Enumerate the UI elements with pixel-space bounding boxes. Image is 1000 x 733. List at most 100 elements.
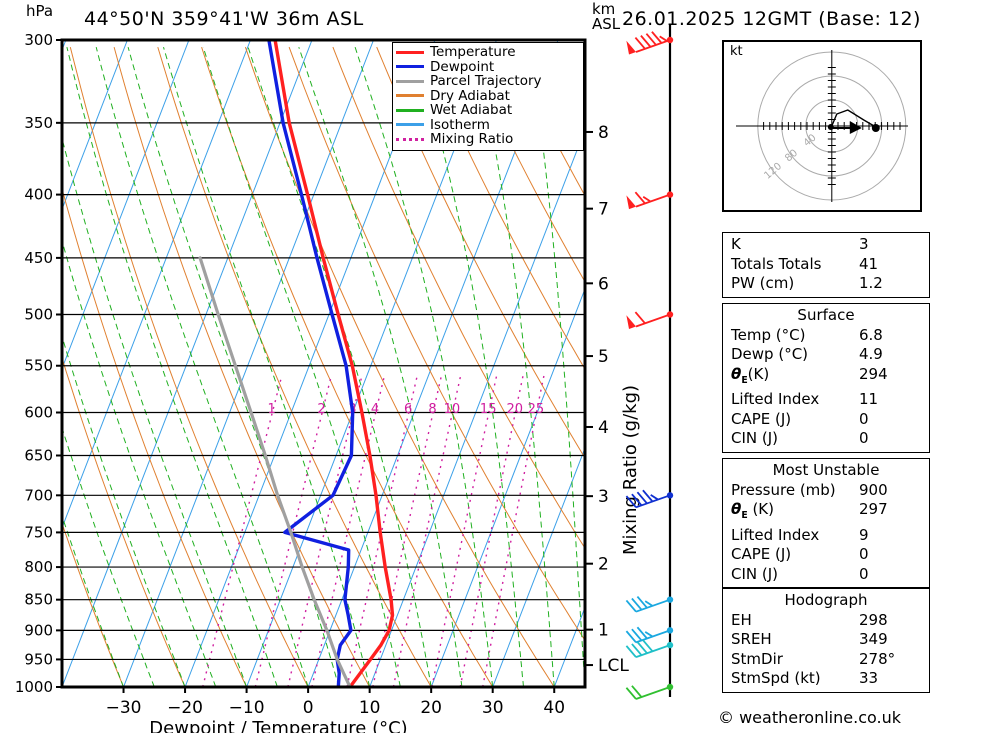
height-tick-label: 6 [598, 274, 609, 294]
mixing-ratio-value-label: 6 [404, 402, 412, 417]
mixing-ratio-value-label: 1 [268, 402, 276, 417]
stat-row-most-unstable: CIN (J) 0 [731, 565, 921, 585]
mixing-ratio-value-label: 4 [371, 402, 379, 417]
legend-label: Isotherm [430, 116, 490, 133]
legend-item-dewpoint: Dewpoint [396, 59, 580, 75]
pressure-tick-label: 450 [24, 249, 53, 267]
stat-row-basic: PW (cm) 1.2 [731, 274, 921, 294]
legend-swatch-dewpoint [396, 65, 424, 69]
stat-value: 349 [859, 630, 888, 648]
height-tick-label: 2 [598, 555, 609, 575]
stat-row-surface: Dewp (°C) 4.9 [731, 345, 921, 365]
mixing-ratio-value-label: 20 [507, 402, 524, 417]
stat-row-surface: CIN (J) 0 [731, 429, 921, 449]
pressure-tick-label: 950 [24, 650, 53, 668]
most-unstable-heading: Most Unstable [772, 461, 880, 479]
stat-key: CIN (J) [731, 564, 779, 583]
stat-row-basic: Totals Totals 41 [731, 255, 921, 275]
wind-barb [626, 311, 674, 329]
stat-row-most-unstable: Lifted Index 9 [731, 526, 921, 546]
wind-barb [625, 489, 674, 509]
legend-swatch-temperature [396, 50, 424, 54]
stat-value: 294 [859, 364, 888, 383]
most-unstable-panel: Most Unstable Pressure (mb) 900 θE (K) 297 Li… [722, 458, 930, 588]
stat-row-hodograph: StmDir 278° [731, 650, 921, 670]
height-unit-line2: ASL [592, 15, 621, 33]
mixing-ratio-value-label: 2 [317, 402, 325, 417]
temperature-tick-label: 30 [482, 698, 504, 718]
pressure-tick-label: 1000 [15, 678, 53, 696]
legend-swatch-isotherm [396, 123, 424, 127]
stat-value: 1.2 [859, 274, 883, 292]
temperature-tick-label: 20 [420, 698, 442, 718]
legend-item-temperature: Temperature [396, 44, 580, 61]
temperature-tick-label: −10 [229, 698, 265, 718]
legend-label: Wet Adiabat [430, 102, 513, 119]
stat-row-surface: θE(K) 294 [731, 365, 921, 391]
pressure-tick-label: 900 [24, 621, 53, 639]
legend-item-isotherm: Isotherm [396, 116, 580, 133]
hodograph-heading: Hodograph [784, 591, 868, 609]
legend-swatch-parcel-trajectory [396, 79, 424, 83]
stat-key: SREH [731, 630, 772, 648]
stat-key: Totals Totals [731, 254, 822, 273]
legend-swatch-wet-adiabat [396, 108, 424, 112]
profile-temperature [273, 40, 395, 687]
stat-key: CIN (J) [731, 429, 779, 447]
height-unit-label: km ASL [592, 2, 620, 32]
height-tick-label: 4 [598, 418, 609, 438]
hodograph-panel: 40 80 120 [722, 40, 922, 212]
pressure-tick-label: 600 [24, 403, 53, 421]
stat-value: 4.9 [859, 345, 883, 363]
stat-key: θE (K) [731, 500, 859, 526]
stat-row-surface: Lifted Index 11 [731, 390, 921, 410]
stat-key-text: (K) [747, 364, 770, 383]
temperature-tick-label: 40 [543, 698, 565, 718]
temperature-tick-label: 0 [303, 698, 314, 718]
stat-value: 33 [859, 669, 879, 687]
theta-e-symbol: θE [731, 500, 748, 521]
copyright-notice: © weatheronline.co.uk [718, 708, 901, 727]
stat-key: Pressure (mb) [731, 480, 836, 499]
stat-value: 0 [859, 564, 869, 583]
mixing-ratio-axis-label: Mixing Ratio (g/kg) [620, 385, 641, 555]
stat-key: StmDir [731, 649, 783, 668]
temperature-tick-label: −20 [167, 698, 203, 718]
surface-heading: Surface [797, 306, 855, 324]
legend-label: Parcel Trajectory [430, 73, 542, 90]
pressure-tick-label: 550 [24, 357, 53, 375]
wind-barb [625, 626, 674, 644]
legend: Temperature Dewpoint Parcel Trajectory Dry … [392, 42, 584, 151]
stat-key: Dewp (°C) [731, 345, 809, 363]
legend-label: Temperature [430, 44, 516, 61]
skewt-diagram: 1 2 3 4 6 8 10 15 20 2530035040045050055060065070… [15, 31, 641, 733]
profile-dewpoint [267, 40, 355, 687]
height-tick-label: 8 [598, 123, 609, 143]
hodograph-unit-label: kt [730, 44, 743, 59]
surface-panel: Surface Temp (°C) 6.8 Dewp (°C) 4.9 θE(K) 294 L… [722, 303, 930, 453]
legend-item-dry-adiabat: Dry Adiabat [396, 88, 580, 104]
mixing-ratio-value-label: 15 [480, 402, 497, 417]
stat-key: K [731, 235, 741, 253]
stat-value: 0 [859, 545, 869, 563]
height-tick-label: 5 [598, 347, 609, 367]
hodograph-ring-label: 120 [762, 161, 784, 182]
stat-row-most-unstable: Pressure (mb) 900 [731, 481, 921, 501]
pressure-tick-label: 750 [24, 523, 53, 541]
stat-value: 41 [859, 254, 879, 273]
hodograph-stats-panel: Hodograph EH 298 SREH 349 StmDir 278° StmSpd (k… [722, 588, 930, 693]
legend-item-wet-adiabat: Wet Adiabat [396, 102, 580, 119]
stat-value: 297 [859, 500, 888, 518]
stat-value: 900 [859, 480, 888, 499]
x-axis-label: Dewpoint / Temperature (°C) [149, 718, 407, 733]
stat-value: 0 [859, 409, 869, 428]
mixing-ratio-value-label: 10 [444, 402, 461, 417]
date-title: 26.01.2025 12GMT (Base: 12) [622, 8, 921, 30]
pressure-tick-label: 650 [24, 447, 53, 465]
mixing-ratio-value-label: 25 [528, 402, 545, 417]
basic-indices-panel: K 3 Totals Totals 41 PW (cm) 1.2 [722, 232, 930, 298]
stat-row-surface: Temp (°C) 6.8 [731, 326, 921, 346]
height-tick-label: 1 [598, 621, 609, 641]
